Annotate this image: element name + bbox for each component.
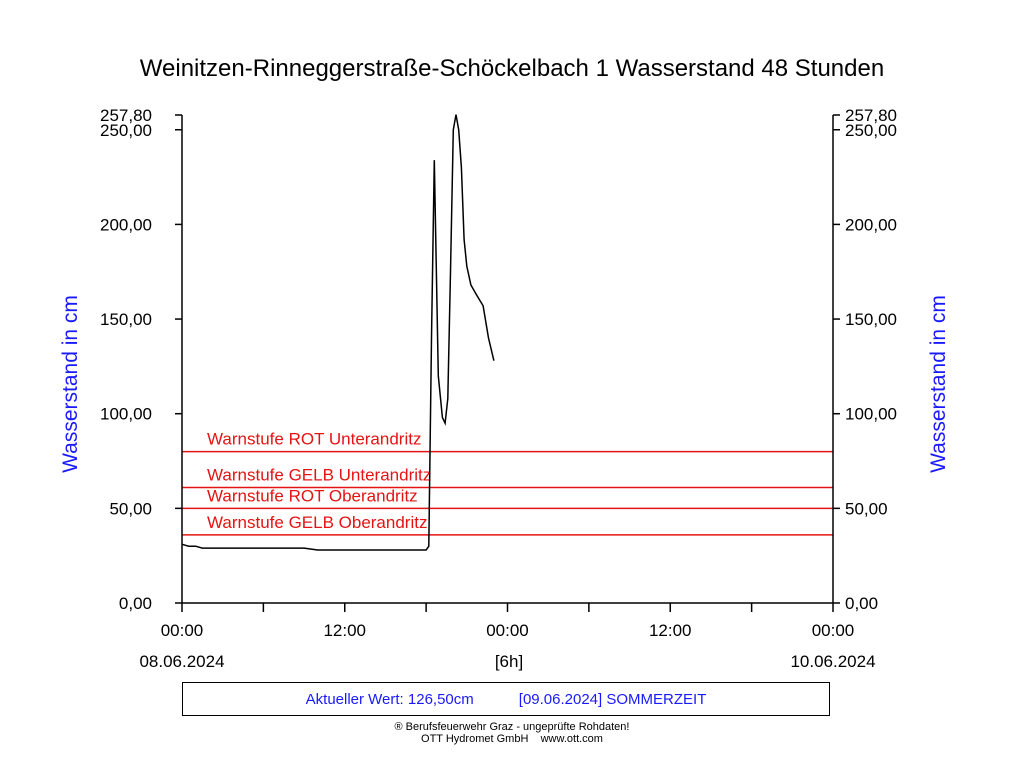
chart-axes — [175, 114, 840, 612]
current-date-text: [09.06.2024] SOMMERZEIT — [518, 690, 707, 708]
y-tick-label-left: 50,00 — [109, 499, 152, 518]
x-tick-label: 12:00 — [649, 621, 692, 640]
current-value-text: Aktueller Wert: 126,50cm — [305, 690, 474, 708]
y-max-label-left: 257,80 — [100, 106, 152, 125]
y-tick-labels: 0,00 0,00 50,00 50,00 100,00 100,00 150,00 150,… — [100, 106, 897, 613]
threshold-label: Warnstufe GELB Oberandritz — [207, 513, 427, 532]
y-tick-label-right: 100,00 — [845, 405, 897, 424]
threshold-label: Warnstufe ROT Oberandritz — [207, 486, 418, 505]
y-tick-label-left: 200,00 — [100, 215, 152, 234]
threshold-label: Warnstufe ROT Unterandritz — [207, 430, 421, 449]
x-tick-label: 00:00 — [812, 621, 855, 640]
x-tick-label: 00:00 — [486, 621, 529, 640]
x-interval-label: [6h] — [495, 652, 523, 671]
y-tick-label-left: 250,00 — [100, 121, 152, 140]
x-tick-labels: 00:00 12:00 00:00 12:00 00:00 — [161, 621, 855, 640]
y-tick-label-left: 100,00 — [100, 405, 152, 424]
y-tick-label-left: 150,00 — [100, 310, 152, 329]
chart-title: Weinitzen-Rinneggerstraße-Schöckelbach 1… — [140, 55, 884, 82]
y-axis-label-left: Wasserstand in cm — [59, 295, 82, 473]
y-tick-label-right: 0,00 — [845, 594, 878, 613]
date-start-label: 08.06.2024 — [139, 652, 224, 671]
footer-vendor: OTT Hydromet GmbH www.ott.com — [421, 733, 603, 745]
current-value-box: Aktueller Wert: 126,50cm [09.06.2024] SO… — [182, 682, 830, 716]
y-tick-label-right: 50,00 — [845, 499, 888, 518]
x-tick-label: 00:00 — [161, 621, 204, 640]
x-tick-label: 12:00 — [323, 621, 366, 640]
y-tick-label-right: 250,00 — [845, 121, 897, 140]
y-max-label-right: 257,80 — [845, 106, 897, 125]
y-tick-label-left: 0,00 — [119, 594, 152, 613]
date-end-label: 10.06.2024 — [790, 652, 875, 671]
y-tick-label-right: 150,00 — [845, 310, 897, 329]
threshold-label: Warnstufe GELB Unterandritz — [207, 466, 431, 485]
y-tick-label-right: 200,00 — [845, 215, 897, 234]
y-axis-label-right: Wasserstand in cm — [927, 295, 950, 473]
footer-copyright: ® Berufsfeuerwehr Graz - ungeprüfte Rohd… — [394, 721, 630, 733]
threshold-lines: Warnstufe ROT Unterandritz Warnstufe GELB… — [182, 430, 833, 536]
series-line — [181, 114, 495, 551]
